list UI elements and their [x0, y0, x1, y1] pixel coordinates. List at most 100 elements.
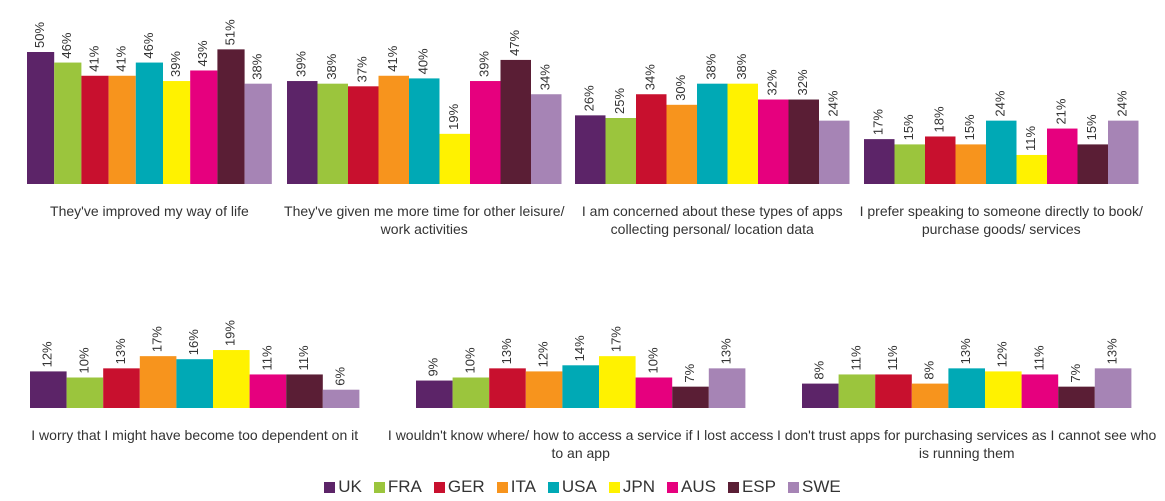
- bar: [348, 86, 379, 184]
- bar: [666, 104, 697, 184]
- bar: [489, 368, 526, 408]
- bar: [672, 386, 709, 408]
- data-label: 40%: [416, 48, 431, 74]
- category-label: I don't trust apps for purchasing servic…: [777, 427, 1157, 461]
- data-label: 38%: [324, 53, 339, 79]
- data-label: 13%: [958, 338, 973, 364]
- data-label: 38%: [704, 53, 719, 79]
- data-label: 11%: [1031, 345, 1046, 370]
- bar: [416, 380, 453, 408]
- bar: [217, 49, 245, 184]
- bar: [727, 83, 758, 184]
- data-label: 37%: [355, 56, 370, 82]
- legend-item: UK: [324, 477, 362, 497]
- bar: [176, 359, 213, 408]
- data-label: 13%: [1105, 338, 1120, 364]
- data-label: 32%: [765, 69, 780, 95]
- bar: [875, 374, 912, 408]
- legend-swatch: [608, 481, 620, 493]
- data-label: 38%: [250, 53, 265, 79]
- data-label: 32%: [795, 69, 810, 95]
- data-label: 13%: [719, 338, 734, 364]
- data-label: 9%: [426, 357, 441, 376]
- bar: [911, 383, 949, 408]
- bar: [287, 81, 318, 184]
- legend-item: ITA: [496, 477, 536, 497]
- data-label: 25%: [612, 88, 627, 114]
- data-label: 18%: [932, 106, 947, 132]
- data-label: 15%: [962, 114, 977, 140]
- bar: [788, 99, 819, 184]
- bar: [322, 389, 360, 408]
- data-label: 26%: [582, 85, 597, 111]
- data-label: 17%: [871, 109, 886, 135]
- bar: [378, 75, 409, 184]
- data-label: 41%: [86, 45, 101, 71]
- legend-label: SWE: [802, 477, 841, 496]
- data-label: 34%: [643, 64, 658, 90]
- bar: [190, 70, 218, 184]
- data-label: 11%: [848, 345, 863, 370]
- bar: [955, 144, 986, 184]
- data-label: 8%: [812, 360, 827, 379]
- data-label: 41%: [385, 45, 400, 71]
- data-label: 17%: [609, 326, 624, 352]
- bar: [244, 83, 272, 184]
- data-label: 6%: [333, 366, 348, 385]
- legend-item: AUS: [667, 477, 716, 497]
- category-label: I wouldn't know where/ how to access a s…: [387, 427, 774, 461]
- legend-swatch: [727, 481, 739, 493]
- legend-item: SWE: [788, 477, 841, 497]
- legend-item: JPN: [608, 477, 655, 497]
- data-label: 10%: [76, 347, 91, 373]
- bar: [864, 139, 895, 184]
- data-label: 17%: [150, 326, 165, 352]
- bar: [1077, 144, 1108, 184]
- bar: [948, 368, 985, 408]
- bar: [1108, 120, 1139, 184]
- legend-label: AUS: [681, 477, 716, 496]
- data-label: 46%: [141, 32, 156, 58]
- data-label: 24%: [1115, 90, 1130, 116]
- bar: [525, 371, 563, 408]
- bar: [163, 81, 191, 184]
- category-label: They've improved my way of life: [50, 203, 249, 219]
- bar: [531, 94, 562, 184]
- bar: [894, 144, 925, 184]
- data-label: 39%: [294, 51, 309, 77]
- legend-swatch: [433, 481, 445, 493]
- data-label: 8%: [922, 360, 937, 379]
- data-label: 7%: [1068, 363, 1083, 382]
- bar: [635, 377, 673, 408]
- bar: [758, 99, 789, 184]
- data-label: 11%: [885, 345, 900, 370]
- category-label: I am concerned about these types of apps…: [581, 203, 843, 237]
- bar: [562, 365, 599, 408]
- bar: [81, 75, 109, 184]
- category-label: I worry that I might have become too dep…: [31, 427, 359, 443]
- legend-label: FRA: [387, 477, 422, 496]
- data-label: 43%: [195, 40, 210, 66]
- bar: [802, 383, 839, 408]
- data-label: 12%: [536, 341, 551, 367]
- bar: [470, 81, 501, 184]
- data-label: 39%: [168, 51, 183, 77]
- data-label: 15%: [901, 114, 916, 140]
- legend-swatch: [373, 481, 385, 493]
- legend-item: FRA: [373, 477, 422, 497]
- bar: [249, 374, 287, 408]
- bar: [697, 83, 728, 184]
- data-label: 11%: [1023, 125, 1038, 150]
- bar: [108, 75, 136, 184]
- legend-swatch: [547, 481, 559, 493]
- bar: [1047, 128, 1078, 184]
- legend-swatch: [324, 481, 336, 493]
- data-label: 11%: [296, 345, 311, 370]
- data-label: 11%: [259, 345, 274, 370]
- legend-item: ESP: [727, 477, 776, 497]
- data-label: 21%: [1054, 98, 1069, 124]
- data-label: 10%: [645, 347, 660, 373]
- data-label: 51%: [222, 19, 237, 45]
- bar: [575, 115, 606, 184]
- data-label: 47%: [507, 29, 522, 55]
